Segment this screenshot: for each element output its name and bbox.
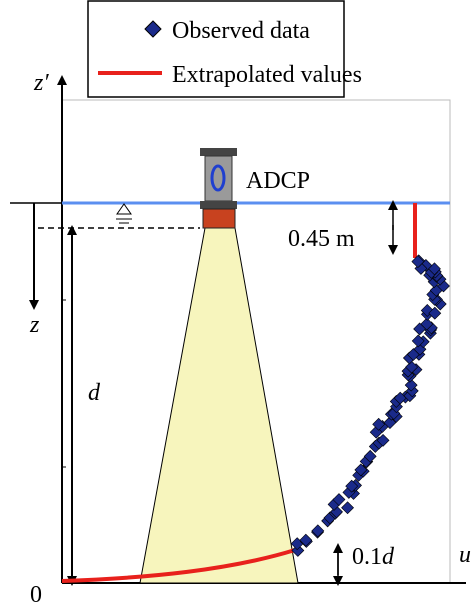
legend-label: Extrapolated values xyxy=(172,62,362,88)
legend-label: Observed data xyxy=(172,18,310,44)
z-label: z xyxy=(29,312,40,338)
observed-point xyxy=(312,525,324,537)
origin-label: 0 xyxy=(30,582,42,608)
observed-points xyxy=(291,255,449,557)
z-prime-label: z′ xyxy=(33,70,49,96)
bottom-gap-label: 0.1d xyxy=(352,544,395,570)
d-label: d xyxy=(88,380,101,406)
top-gap-label: 0.45 m xyxy=(288,226,355,252)
beam-cone xyxy=(140,228,298,583)
device-label: ADCP xyxy=(246,168,310,194)
gap-symbol: d xyxy=(382,544,395,570)
observed-point xyxy=(342,502,354,514)
water-symbol xyxy=(117,204,131,214)
figure: z′ z d 0 u ADCP 0.45 m 0.1d Observed dat… xyxy=(0,0,473,610)
adcp-device xyxy=(200,148,237,228)
u-label: u xyxy=(459,542,471,568)
gap-number: 0.1 xyxy=(352,544,382,570)
